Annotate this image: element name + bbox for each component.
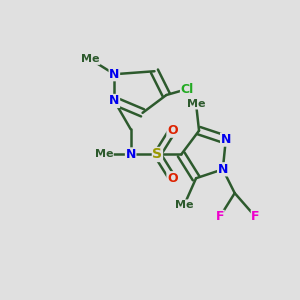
- Text: Me: Me: [187, 99, 205, 109]
- Text: F: F: [251, 210, 260, 224]
- Text: N: N: [109, 94, 119, 107]
- Text: S: S: [152, 148, 162, 161]
- Text: Me: Me: [95, 149, 113, 160]
- Text: N: N: [220, 133, 231, 146]
- Text: O: O: [167, 124, 178, 137]
- Text: Cl: Cl: [181, 82, 194, 96]
- Text: N: N: [125, 148, 136, 161]
- Text: Me: Me: [175, 200, 194, 210]
- Text: F: F: [216, 210, 224, 224]
- Text: O: O: [167, 172, 178, 185]
- Text: Me: Me: [81, 54, 100, 64]
- Text: N: N: [109, 68, 119, 81]
- Text: N: N: [218, 163, 228, 176]
